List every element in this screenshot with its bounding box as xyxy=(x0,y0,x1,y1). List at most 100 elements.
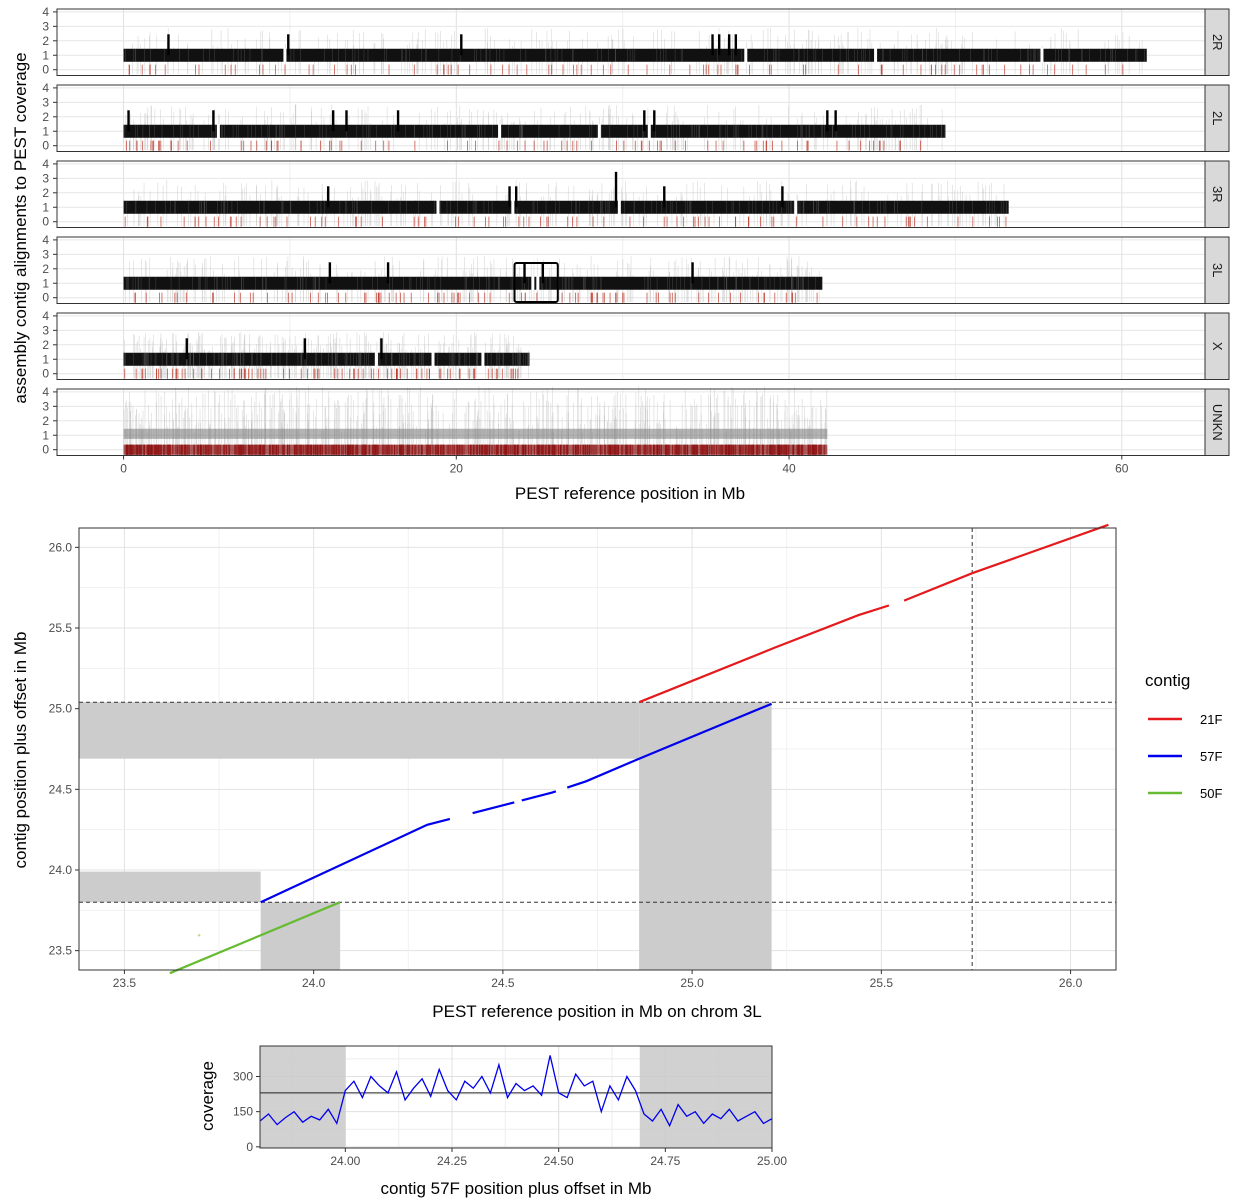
facet-y-tick-label: 2 xyxy=(42,262,49,276)
dotplot-series-57F xyxy=(260,702,773,904)
facet-panel-bg xyxy=(57,161,1205,228)
dotplot-labels: PEST reference position in Mb on chrom 3… xyxy=(11,632,1190,1021)
facet-coverage-band xyxy=(123,48,1147,62)
facet-coverage-spike xyxy=(643,110,646,132)
facet-coverage-spike xyxy=(167,34,170,56)
facet-coverage-spike xyxy=(826,110,829,132)
facet-coverage-spike xyxy=(396,110,400,132)
dotplot-series-21F xyxy=(638,523,1109,704)
dotplot-stray-mark xyxy=(197,933,201,937)
dotplot-y-tick-label: 24.5 xyxy=(49,782,73,796)
dotplot-x-tick-label: 24.5 xyxy=(491,976,515,990)
facet-coverage-spike xyxy=(328,262,332,284)
facet-band-gap xyxy=(1040,48,1044,63)
facet-strip xyxy=(1204,312,1230,380)
facet-coverage-spike xyxy=(691,262,694,284)
facet-coverage-spike xyxy=(711,34,714,56)
legend-label-57F: 57F xyxy=(1200,749,1222,764)
facet-y-tick-label: 1 xyxy=(42,428,49,442)
facet-panel-bg xyxy=(57,85,1205,152)
facet-x-tick-label: 40 xyxy=(782,462,796,476)
dotplot-shaded-row xyxy=(79,702,640,759)
dotplot-y-tick-label: 24.0 xyxy=(49,863,73,877)
facet-y-tick-label: 0 xyxy=(42,139,49,153)
dotplot-alignment-gap xyxy=(449,811,474,821)
legend-label-50F: 50F xyxy=(1200,786,1222,801)
facet-coverage-spike xyxy=(653,110,656,132)
facet-band-gap xyxy=(283,48,287,63)
facet-y-tick-label: 2 xyxy=(42,338,49,352)
coverage-facet-labels: PEST reference position in Mb assembly c… xyxy=(11,52,745,503)
facet-highlight-box xyxy=(513,262,559,304)
facet-coverage-spike xyxy=(331,110,335,132)
facet-band-gap xyxy=(511,200,515,215)
coverage-x-tick-label: 24.00 xyxy=(330,1154,360,1168)
facet-y-tick-label: 1 xyxy=(42,124,49,138)
facet-coverage-spike xyxy=(614,171,618,208)
dotplot-y-tick-label: 26.0 xyxy=(49,540,73,554)
facet-band-gap xyxy=(874,48,878,63)
facet-coverage-spike xyxy=(781,186,784,208)
facet-band-gap xyxy=(436,200,440,215)
facet-coverage-spike xyxy=(386,262,390,284)
facet-coverage-spike xyxy=(541,262,545,284)
facet-strip xyxy=(1204,8,1230,76)
facet-y-tick-label: 4 xyxy=(42,233,49,247)
facet-strip-label: 2R xyxy=(1210,34,1225,51)
facet-y-tick-label: 1 xyxy=(42,48,49,62)
facet-y-tick-label: 0 xyxy=(42,63,49,77)
dotplot-shaded-column xyxy=(260,902,341,970)
dotplot-x-tick-label: 25.5 xyxy=(870,976,894,990)
facet-y-tick-label: 3 xyxy=(42,399,49,413)
facet-coverage-spike xyxy=(287,34,290,56)
facet-coverage-band xyxy=(123,352,530,366)
facet-strip-label: UNKN xyxy=(1210,404,1225,441)
legend-label-21F: 21F xyxy=(1200,712,1222,727)
facet-band-gap xyxy=(374,352,378,367)
coverage-57F-panel: 24.00 24.25 24.50 24.75 25.00 0 150 300 xyxy=(233,1045,787,1168)
dotplot-panel: 23.5 24.0 24.5 25.0 25.5 26.0 23.5 24.0 24.5 25.0… xyxy=(49,523,1222,990)
dotplot-y-tick-label: 23.5 xyxy=(49,944,73,958)
facet-band-gap xyxy=(794,200,798,215)
facet-coverage-spike xyxy=(380,338,383,360)
coverage-57F-labels: contig 57F position plus offset in Mb co… xyxy=(198,1061,651,1198)
coverage-y-axis-title: coverage xyxy=(198,1061,217,1131)
facet-coverage-band xyxy=(123,428,828,439)
dotplot-panel-border xyxy=(78,527,1117,971)
facet-y-tick-label: 1 xyxy=(42,200,49,214)
facet-band-gap xyxy=(536,276,540,291)
coverage-shaded-region xyxy=(260,1046,346,1148)
facet-x-tick-label: 60 xyxy=(1115,462,1129,476)
facet-coverage-spike xyxy=(345,110,348,132)
facet-y-tick-label: 0 xyxy=(42,215,49,229)
coverage-y-tick-label: 300 xyxy=(233,1069,253,1083)
coverage-x-tick-label: 24.25 xyxy=(437,1154,467,1168)
facet-y-tick-label: 4 xyxy=(42,157,49,171)
coverage-x-tick-label: 24.50 xyxy=(544,1154,574,1168)
facet-strip-label: X xyxy=(1210,342,1225,351)
facet-coverage-spike xyxy=(523,262,526,284)
facet-y-tick-label: 3 xyxy=(42,171,49,185)
dotplot-x-tick-label: 26.0 xyxy=(1059,976,1083,990)
facet-coverage-spike xyxy=(727,34,731,56)
coverage-facet-panel: 2R012342L012343R012343L01234X01234UNKN01… xyxy=(42,5,1230,476)
facet-zero-band xyxy=(123,444,828,455)
facet-coverage-spike xyxy=(515,186,518,208)
dotplot-x-tick-label: 24.0 xyxy=(302,976,326,990)
legend-title: contig xyxy=(1145,671,1190,690)
facet-band-gap xyxy=(617,200,621,215)
facet-strip-label: 3L xyxy=(1210,263,1225,277)
facet-y-tick-label: 2 xyxy=(42,414,49,428)
facet-coverage-band xyxy=(123,276,823,290)
facet-y-tick-label: 4 xyxy=(42,81,49,95)
coverage-x-tick-label: 25.00 xyxy=(757,1154,787,1168)
facet-strip-label: 2L xyxy=(1210,111,1225,125)
facet-band-gap xyxy=(481,352,485,367)
dotplot-alignment-gap xyxy=(513,798,523,805)
facet-y-tick-label: 3 xyxy=(42,247,49,261)
facet-strip xyxy=(1204,388,1230,456)
facet-coverage-spike xyxy=(185,338,188,360)
dotplot-y-axis-title: contig position plus offset in Mb xyxy=(11,632,30,869)
facet-strip xyxy=(1204,236,1230,304)
facet-x-tick-label: 0 xyxy=(120,462,127,476)
